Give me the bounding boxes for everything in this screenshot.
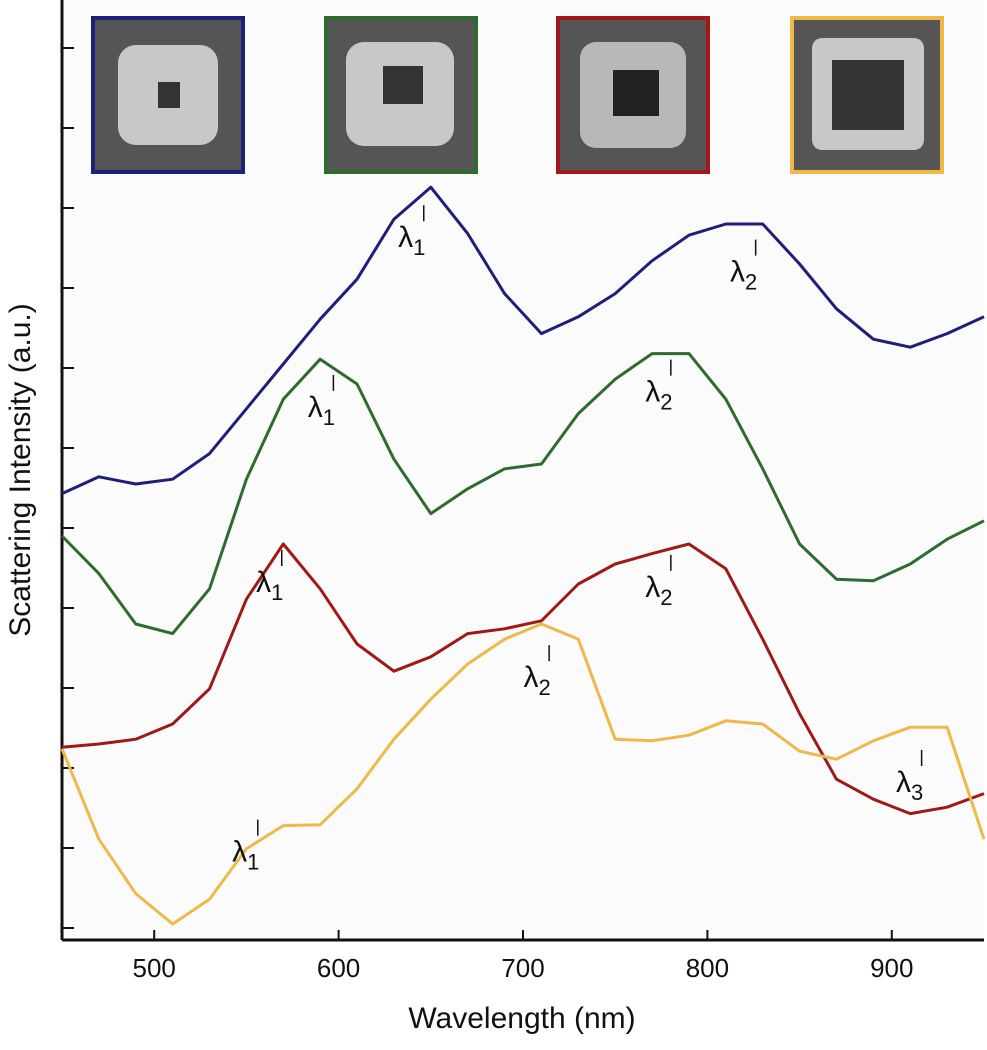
annotation-subscript: 1 (323, 405, 335, 430)
annotation-subscript: 2 (660, 389, 672, 414)
annotation-subscript: 2 (745, 269, 757, 294)
x-tick-label: 900 (870, 953, 913, 983)
insets (91, 16, 944, 174)
annotation: λ2 (645, 571, 672, 610)
x-tick-label: 600 (317, 953, 360, 983)
inset-hole (158, 82, 180, 108)
annotation-symbol: λ (896, 766, 911, 799)
annotation-symbol: λ (645, 376, 660, 409)
annotation: λ1 (256, 566, 283, 605)
annotation-subscript: 3 (911, 780, 923, 805)
annotation-symbol: λ (645, 571, 660, 604)
inset-hole (613, 70, 659, 116)
annotation-symbol: λ (232, 836, 247, 869)
series-line (60, 352, 985, 636)
x-axis-title: Wavelength (nm) (408, 1002, 635, 1035)
annotation: λ1 (232, 836, 259, 875)
annotation-subscript: 2 (539, 675, 551, 700)
annotation: λ1 (308, 391, 335, 430)
series-line (61, 185, 985, 495)
annotation-subscript: 1 (247, 849, 259, 874)
series-line (61, 542, 985, 816)
annotation-symbol: λ (398, 221, 413, 254)
x-tick-label: 800 (686, 953, 729, 983)
inset-hole (832, 60, 904, 130)
x-tick-label: 500 (133, 953, 176, 983)
annotation-symbol: λ (524, 661, 539, 694)
inset-hole (383, 66, 423, 104)
annotation: λ2 (524, 661, 551, 700)
annotation: λ3 (896, 766, 923, 805)
annotation-symbol: λ (308, 391, 323, 424)
annotation: λ2 (730, 256, 757, 295)
x-tick-label: 700 (501, 953, 544, 983)
annotation: λ2 (645, 376, 672, 415)
annotation-subscript: 1 (271, 580, 283, 605)
annotation: λ1 (398, 221, 425, 260)
annotation-symbol: λ (730, 256, 745, 289)
series-line (60, 622, 986, 926)
annotation-subscript: 1 (413, 235, 425, 260)
y-axis-title: Scattering Intensity (a.u.) (4, 303, 37, 637)
annotation-symbol: λ (256, 566, 271, 599)
annotation-subscript: 2 (660, 585, 672, 610)
